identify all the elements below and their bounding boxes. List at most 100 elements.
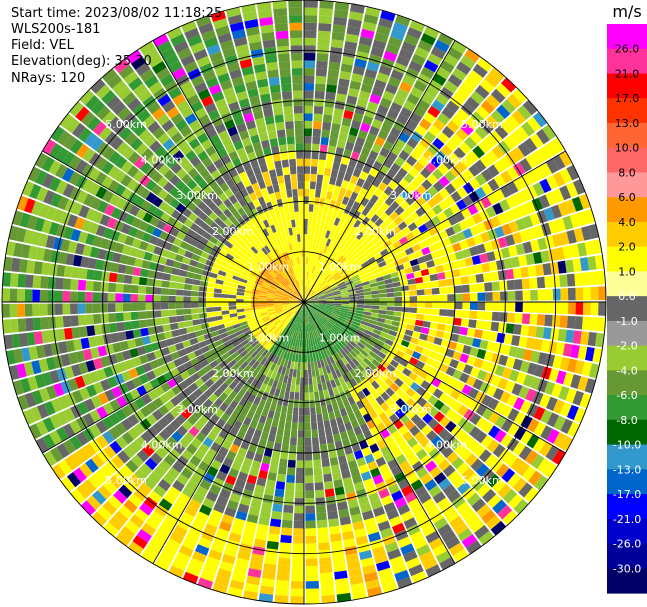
ppi-gate [457,481,471,495]
ppi-gate [325,308,333,313]
ppi-gate [275,435,283,444]
ppi-gate [389,555,405,568]
ppi-gate [194,378,205,388]
ppi-gate [301,309,304,318]
ppi-gate [344,389,352,399]
ppi-gate [420,66,435,79]
ppi-gate [328,318,336,324]
ppi-gate [452,475,466,489]
ppi-gate [185,564,202,577]
ppi-gate [404,34,420,47]
ppi-gate [346,342,355,350]
ppi-gate [261,501,273,511]
ppi-gate [258,470,268,480]
ppi-gate [242,372,251,382]
ppi-gate [311,296,319,300]
ppi-gate [306,249,310,257]
ppi-gate [235,510,248,521]
ppi-gate [246,375,255,385]
ppi-gate [306,271,309,280]
ppi-gate [385,283,394,289]
ppi-gate [484,311,493,321]
ppi-gate [450,133,464,147]
ppi-gate [508,220,519,234]
ppi-gate [343,538,356,548]
ppi-gate [253,453,263,463]
ppi-gate [324,310,333,315]
ppi-gate [316,276,322,284]
ppi-gate [377,284,386,290]
ppi-gate [296,346,300,355]
ppi-gate [307,272,311,280]
ppi-gate [499,155,513,170]
ppi-gate [294,323,299,332]
ppi-gate [409,258,419,267]
ppi-gate [422,363,432,373]
ppi-gate [203,388,214,399]
ppi-gate [437,112,451,126]
ppi-gate [356,307,365,312]
ppi-gate [313,274,318,282]
ppi-gate [363,357,372,366]
ppi-gate [439,287,448,295]
ppi-gate [173,443,186,455]
ppi-gate [333,16,348,26]
ppi-gate [285,336,291,345]
ppi-gate [438,187,450,200]
ppi-gate [378,309,387,315]
ppi-gate [508,345,519,358]
ppi-gate [288,313,295,320]
ppi-gate [494,429,507,443]
ppi-gate [293,361,298,370]
ppi-gate [305,528,317,537]
ppi-gate [289,437,297,446]
ppi-gate [326,295,334,299]
ppi-gate [207,516,221,528]
ppi-gate [328,231,335,240]
ppi-gate [341,469,351,480]
ppi-gate [566,229,577,244]
ppi-gate [317,383,323,392]
ppi-gate [371,546,386,557]
ppi-gate [300,332,303,340]
ppi-gate [385,83,398,95]
ppi-gate [335,360,342,370]
ppi-gate [333,324,341,331]
ppi-gate [185,480,199,492]
ppi-gate [267,352,274,361]
ppi-gate [308,307,315,314]
ppi-gate [276,473,286,483]
ppi-gate [292,543,304,552]
ppi-gate [299,309,303,317]
ppi-gate [300,309,303,317]
ppi-gate [448,377,459,388]
ppi-gate [440,144,453,157]
ppi-gate [97,485,112,500]
ppi-gate [493,188,506,202]
ppi-gate [408,313,417,320]
ppi-gate [431,343,441,353]
ppi-gate [373,79,387,91]
ppi-gate [391,447,403,459]
ppi-gate [426,504,440,517]
ppi-gate [512,267,522,279]
ppi-gate [335,277,344,283]
ppi-gate [406,27,423,40]
ppi-gate [66,472,82,488]
ppi-gate [482,488,497,503]
ppi-gate [357,372,366,382]
ppi-gate [341,273,350,280]
ppi-gate [334,303,342,306]
ppi-gate [279,389,286,399]
ppi-gate [299,400,304,408]
ppi-gate [310,304,319,309]
ppi-gate [376,24,391,36]
ppi-gate [386,244,396,253]
ppi-gate [311,302,320,305]
ppi-gate [413,105,427,118]
ppi-gate [312,322,317,331]
ppi-gate [215,470,228,482]
ppi-gate [411,53,426,66]
ppi-gate [520,324,530,337]
ppi-gate [371,305,380,310]
